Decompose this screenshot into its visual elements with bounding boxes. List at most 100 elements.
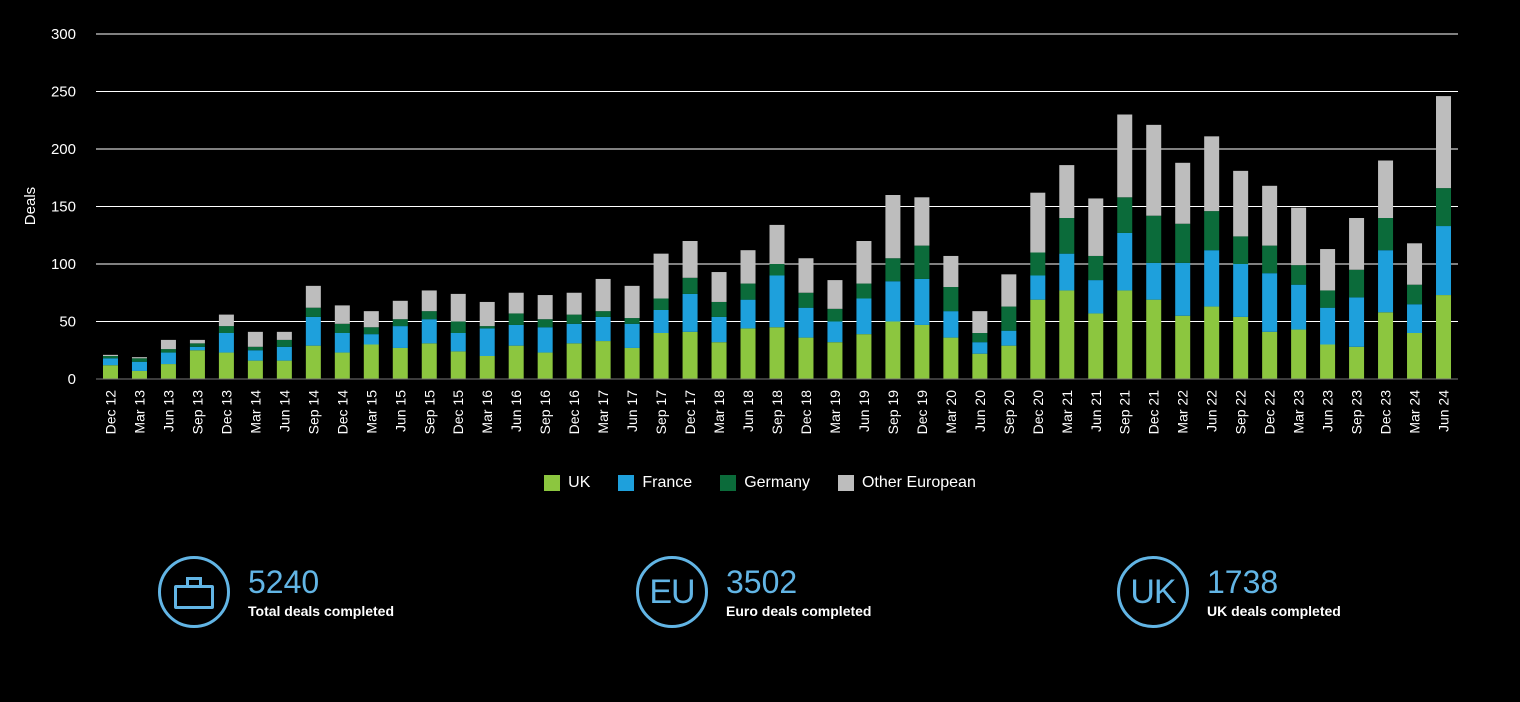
bar-segment-france [1407,304,1423,333]
bar-segment-germany [1117,197,1133,233]
x-tick-label: Mar 18 [711,390,727,434]
x-tick-label: Sep 21 [1117,390,1133,435]
bar-segment-france [972,342,988,354]
bar-segment-uk [914,324,930,379]
bar-segment-germany [1349,269,1365,298]
legend-item-france: France [618,474,692,492]
x-tick-label: Mar 20 [943,390,959,434]
x-tick-label: Sep 23 [1349,390,1365,435]
bar-segment-uk [1204,306,1220,379]
x-tick-label: Mar 14 [247,390,263,434]
bar-segment-germany [769,264,785,276]
bar-segment-other-european [102,354,118,356]
bar-segment-germany [972,333,988,343]
bar-segment-france [421,319,437,344]
y-axis-title: Deals [22,187,39,225]
bar-segment-other-european [682,241,698,278]
bar-segment-other-european [827,280,843,309]
eu-icon: EU [636,556,708,628]
y-tick-label: 100 [51,256,76,273]
bar-segment-other-european [305,285,321,308]
bar-segment-france [102,358,118,366]
bar-segment-other-european [1001,274,1017,307]
bar-segment-france [1088,280,1104,314]
bar-segment-uk [1320,344,1336,379]
bar-segment-germany [1233,236,1249,264]
x-tick-label: Mar 19 [827,390,843,434]
bar-segment-uk [566,343,582,379]
bar-segment-uk [711,342,727,379]
legend-label-other-european: Other European [861,474,976,491]
bar-segment-france [1291,284,1307,330]
bar-segment-france [189,346,205,351]
bar-segment-uk [1117,290,1133,379]
bar-segment-other-european [653,253,669,299]
bar-segment-other-european [1349,218,1365,270]
bar-segment-other-european [363,311,379,328]
bar-segment-other-european [1204,136,1220,212]
bar-segment-france [1146,262,1162,300]
bar-segment-germany [595,311,611,317]
bar-segment-uk [1146,299,1162,379]
bar-segment-germany [1436,188,1452,227]
x-tick-label: Sep 14 [305,390,321,435]
x-tick-label: Mar 21 [1059,390,1075,434]
x-tick-label: Dec 15 [450,390,466,435]
bar-segment-france [1030,275,1046,300]
x-tick-label: Jun 16 [508,390,524,432]
bar-segment-france [363,334,379,345]
x-tick-label: Dec 19 [914,390,930,435]
x-tick-label: Mar 17 [595,390,611,434]
bar-segment-uk [1175,315,1191,379]
bar-segment-uk [682,331,698,379]
bar-segment-other-european [421,290,437,312]
legend-label-uk: UK [568,474,591,491]
bar-segment-germany [537,319,553,328]
bar-segment-uk [972,353,988,379]
bar-segment-other-european [943,255,959,287]
bar-segment-other-european [1088,198,1104,256]
y-tick-label: 200 [51,141,76,158]
legend-swatch-uk [544,475,561,491]
bar-segment-france [624,323,640,348]
bar-segment-germany [218,326,234,333]
legend-swatch-france [618,475,635,491]
bar-segment-germany [1320,290,1336,308]
legend-label-france: France [642,474,693,491]
bar-segment-france [1436,226,1452,296]
x-tick-label: Jun 23 [1320,390,1336,432]
bar-segment-germany [1030,252,1046,276]
bar-segment-other-european [1175,162,1191,224]
bar-segment-uk [1436,295,1452,379]
bar-segment-france [1378,250,1394,313]
bar-segment-uk [769,327,785,379]
x-tick-label: Jun 14 [276,390,292,432]
bar-segment-other-european [711,272,727,302]
bar-segment-other-european [566,292,582,315]
bar-segment-germany [682,277,698,294]
bar-segment-uk [479,356,495,379]
y-tick-label: 150 [51,199,76,216]
legend-item-uk: UK [544,474,590,492]
bar-segment-other-european [276,331,292,340]
bar-segment-germany [450,321,466,333]
bar-segment-france [1059,253,1075,291]
bar-segment-france [1349,297,1365,347]
bar-segment-uk [1262,331,1278,379]
bar-segment-uk [102,365,118,379]
bar-segment-france [856,298,872,335]
x-tick-label: Sep 22 [1233,390,1249,435]
x-tick-label: Mar 24 [1407,390,1423,434]
bar-segment-france [334,333,350,353]
bar-segment-germany [1001,306,1017,331]
bar-segment-other-european [885,195,901,259]
x-tick-label: Dec 17 [682,390,698,435]
bar-segment-uk [1233,316,1249,379]
bar-segment-germany [131,358,147,362]
bar-segment-other-european [1291,207,1307,266]
bar-segment-germany [711,301,727,317]
x-tick-label: Dec 22 [1262,390,1278,435]
bar-segment-uk [1407,333,1423,379]
stat-label-uk: UK deals completed [1207,603,1341,619]
bar-segment-germany [508,313,524,325]
